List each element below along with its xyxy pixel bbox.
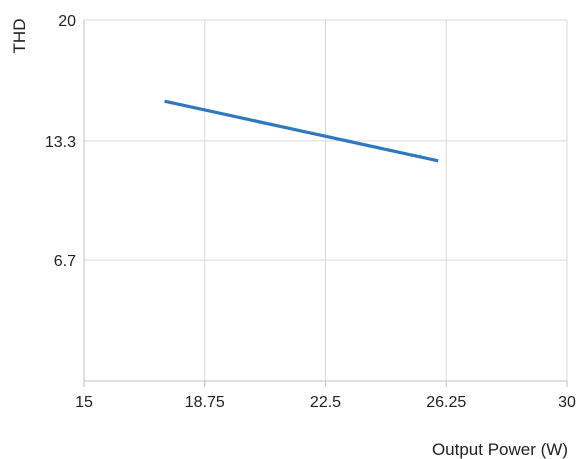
x-tick-label: 15 [75,394,93,411]
y-tick-label: 20 [58,13,76,30]
x-tick-label: 26.25 [426,394,466,411]
series-lines [164,99,439,163]
y-tick-labels: 6.7 13.3 20 [45,13,76,270]
y-tick-label: 6.7 [54,253,76,270]
y-axis-title: THD [10,19,29,54]
gridlines [84,19,568,381]
x-tick-label: 30 [558,394,576,411]
series-line-0 [164,99,439,163]
x-tick-label: 18.75 [185,394,225,411]
y-tick-label: 13.3 [45,134,76,151]
x-tick-labels: 15 18.75 22.5 26.25 30 [75,394,576,411]
x-tick-label: 22.5 [310,394,341,411]
axes [83,20,568,387]
x-axis-title: Output Power (W) [432,440,568,459]
